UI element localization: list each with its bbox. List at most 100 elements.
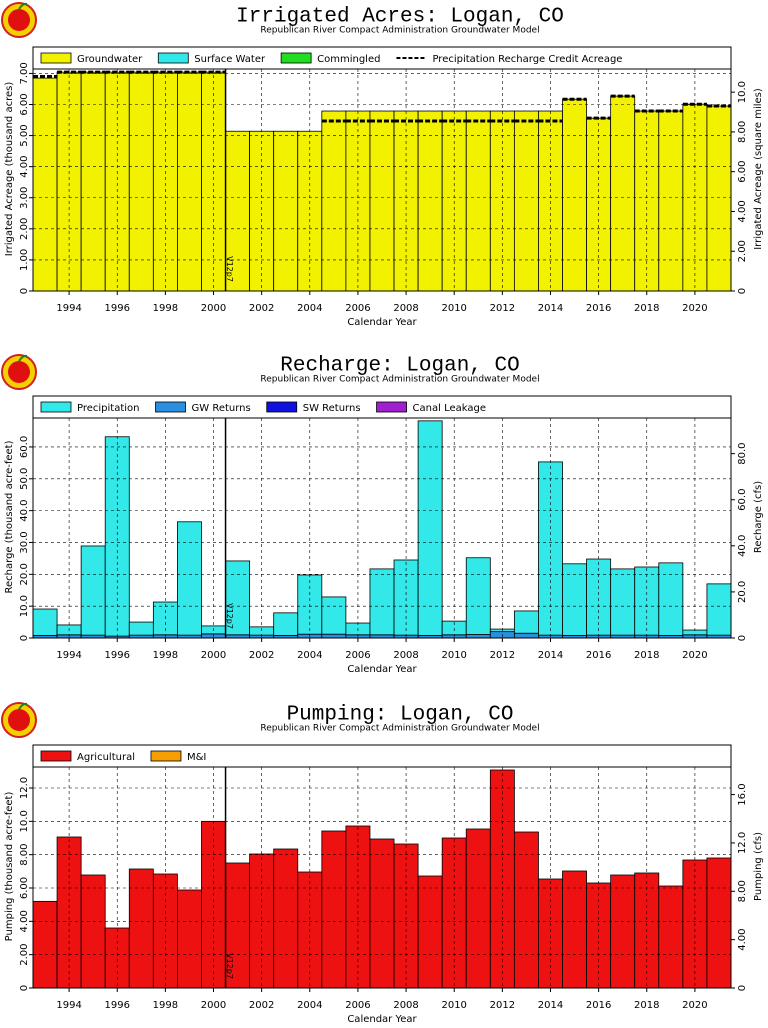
x-tick-label: 2008 xyxy=(393,303,418,314)
x-tick-label: 2020 xyxy=(682,303,707,314)
chart-subtitle: Republican River Compact Administration … xyxy=(260,724,539,734)
x-tick-label: 1994 xyxy=(56,303,81,314)
legend-label: Groundwater xyxy=(77,54,143,65)
y2-tick-label: 20.0 xyxy=(737,581,748,603)
legend-label: Precipitation xyxy=(77,403,140,414)
x-tick-label: 2008 xyxy=(393,650,418,661)
bar xyxy=(658,885,684,989)
y2-tick-label: 40.0 xyxy=(737,535,748,557)
x-axis-label: Calendar Year xyxy=(347,664,417,675)
bar xyxy=(513,632,539,639)
bar xyxy=(273,848,299,989)
bar xyxy=(369,110,395,292)
y-axis-label: Irrigated Acreage (thousand acres) xyxy=(4,82,15,257)
y-tick-label: 8.00 xyxy=(19,844,30,866)
bar xyxy=(128,71,154,292)
y-tick-label: 3.00 xyxy=(19,187,30,209)
y-tick-label: 0 xyxy=(19,985,30,991)
x-tick-label: 1996 xyxy=(105,303,130,314)
x-tick-label: 2018 xyxy=(634,650,659,661)
legend-label: Canal Leakage xyxy=(413,403,486,414)
x-tick-label: 2010 xyxy=(441,303,466,314)
y-axis-label: Recharge (thousand acre-feet) xyxy=(4,440,15,593)
x-axis-label: Calendar Year xyxy=(347,1014,417,1024)
chart-subtitle: Republican River Compact Administration … xyxy=(260,26,539,36)
legend-label: GW Returns xyxy=(192,403,251,414)
bar xyxy=(538,461,563,636)
x-tick-label: 2012 xyxy=(490,1000,515,1011)
legend-swatch xyxy=(40,750,72,762)
x-tick-label: 2006 xyxy=(345,303,370,314)
bar xyxy=(273,612,299,636)
y2-tick-label: 0 xyxy=(737,985,748,991)
bar xyxy=(128,621,154,636)
bar xyxy=(610,874,636,989)
x-tick-label: 2010 xyxy=(441,650,466,661)
bar xyxy=(128,868,154,989)
legend-label: Commingled xyxy=(317,54,380,65)
x-tick-label: 1996 xyxy=(105,650,130,661)
bar xyxy=(32,900,58,989)
legend-swatch xyxy=(40,52,72,64)
y-tick-label: 20.0 xyxy=(19,563,30,585)
bar xyxy=(610,568,636,636)
y2-tick-label: 8.00 xyxy=(737,121,748,143)
x-tick-label: 2006 xyxy=(345,650,370,661)
bar xyxy=(489,769,515,989)
x-tick-label: 2014 xyxy=(538,650,563,661)
legend-box xyxy=(32,46,732,70)
logo xyxy=(1,2,37,38)
legend-box xyxy=(32,744,732,768)
y-tick-label: 6.00 xyxy=(19,93,30,115)
x-tick-label: 2004 xyxy=(297,650,322,661)
x-tick-label: 1998 xyxy=(153,650,178,661)
y2-tick-label: 80.0 xyxy=(737,442,748,464)
bar xyxy=(465,634,491,639)
legend-swatch xyxy=(150,750,182,762)
y-tick-label: 30.0 xyxy=(19,531,30,553)
chart-title: Recharge: Logan, CO xyxy=(280,355,519,378)
y2-tick-label: 4.00 xyxy=(737,929,748,951)
x-tick-label: 2002 xyxy=(249,303,274,314)
y-tick-label: 40.0 xyxy=(19,499,30,521)
y2-axis-label: Recharge (cfs) xyxy=(753,481,764,553)
legend-label: Precipitation Recharge Credit Acreage xyxy=(432,54,622,65)
bar xyxy=(56,71,82,292)
bar xyxy=(658,562,684,636)
x-tick-label: 1996 xyxy=(105,1000,130,1011)
y-tick-label: 5.00 xyxy=(19,124,30,146)
bar xyxy=(706,857,732,989)
x-tick-label: 2008 xyxy=(393,1000,418,1011)
legend-label: Agricultural xyxy=(77,752,135,763)
bar xyxy=(465,557,491,635)
bar xyxy=(273,130,299,292)
y2-tick-label: 16.0 xyxy=(737,783,748,805)
bar xyxy=(513,831,539,989)
x-tick-label: 2000 xyxy=(201,650,226,661)
legend-swatch xyxy=(376,401,407,413)
bar xyxy=(225,560,251,636)
x-tick-label: 2000 xyxy=(201,303,226,314)
bar xyxy=(32,77,58,292)
bar xyxy=(417,420,443,636)
x-tick-label: 2018 xyxy=(634,303,659,314)
bar xyxy=(369,568,395,636)
chart-title: Irrigated Acres: Logan, CO xyxy=(236,6,564,29)
y2-tick-label: 2.00 xyxy=(737,240,748,262)
bar xyxy=(706,583,732,636)
chart-title: Pumping: Logan, CO xyxy=(287,704,514,727)
bar xyxy=(80,71,106,292)
x-tick-label: 1994 xyxy=(56,1000,81,1011)
x-tick-label: 2006 xyxy=(345,1000,370,1011)
bar xyxy=(297,130,323,292)
bar xyxy=(177,521,202,636)
bar xyxy=(562,98,587,292)
legend-swatch xyxy=(266,401,298,413)
bar xyxy=(465,110,491,292)
y-tick-label: 6.00 xyxy=(19,877,30,899)
y2-tick-label: 60.0 xyxy=(737,489,748,511)
x-tick-label: 2014 xyxy=(538,1000,563,1011)
legend-swatch xyxy=(40,401,72,413)
x-tick-label: 2016 xyxy=(586,650,611,661)
